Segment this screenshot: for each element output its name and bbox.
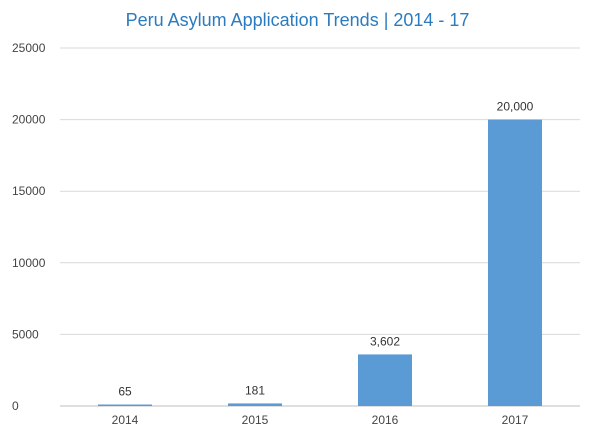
bar-2016: [358, 354, 412, 406]
y-tick-label: 25000: [12, 41, 46, 55]
chart-title: Peru Asylum Application Trends | 2014 - …: [125, 10, 470, 30]
data-label-2014: 65: [118, 385, 132, 399]
bar-2014: [98, 404, 152, 406]
y-axis-ticks: 0 5000 10000 15000 20000 25000: [12, 41, 46, 413]
x-axis-ticks: 2014 2015 2016 2017: [112, 413, 529, 427]
x-tick-label-2017: 2017: [502, 413, 529, 427]
y-tick-label: 10000: [12, 256, 46, 270]
x-tick-label-2015: 2015: [242, 413, 269, 427]
data-label-2016: 3,602: [370, 334, 400, 348]
y-tick-label: 15000: [12, 184, 46, 198]
data-label-2015: 181: [245, 383, 265, 397]
bar-2017: [488, 119, 542, 406]
y-tick-label: 0: [12, 399, 19, 413]
data-label-2017: 20,000: [497, 100, 534, 114]
bars: [98, 119, 542, 406]
x-tick-label-2014: 2014: [112, 413, 139, 427]
y-tick-label: 20000: [12, 113, 46, 127]
y-tick-label: 5000: [12, 327, 39, 341]
data-labels: 65 181 3,602 20,000: [118, 100, 533, 399]
bar-2015: [228, 403, 282, 406]
x-tick-label-2016: 2016: [372, 413, 399, 427]
